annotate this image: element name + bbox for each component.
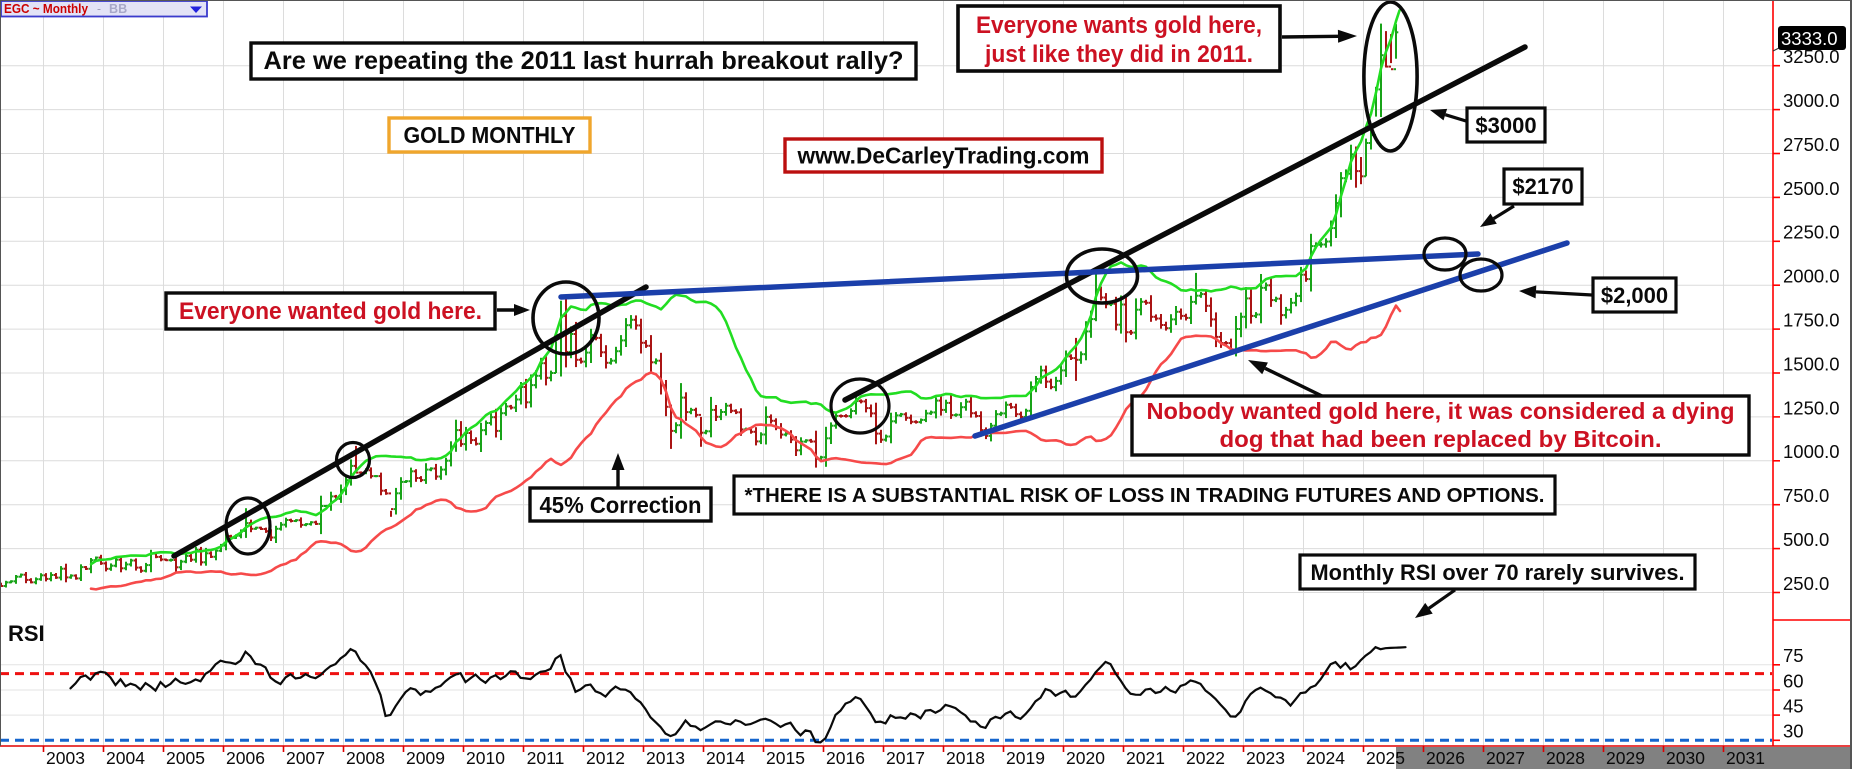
svg-text:2007: 2007	[286, 748, 325, 768]
svg-text:45: 45	[1783, 696, 1804, 717]
svg-text:2029: 2029	[1606, 748, 1645, 768]
svg-text:2003: 2003	[46, 748, 85, 768]
svg-text:1500.0: 1500.0	[1783, 353, 1840, 374]
svg-text:Everyone wants gold here,: Everyone wants gold here,	[976, 12, 1262, 39]
svg-text:www.DeCarleyTrading.com: www.DeCarleyTrading.com	[797, 143, 1090, 169]
svg-text:1750.0: 1750.0	[1783, 310, 1840, 331]
svg-text:2019: 2019	[1006, 748, 1045, 768]
svg-text:750.0: 750.0	[1783, 485, 1829, 506]
svg-text:2024: 2024	[1306, 748, 1345, 768]
svg-text:RSI: RSI	[8, 621, 45, 646]
svg-text:$3000: $3000	[1475, 113, 1536, 138]
svg-text:75: 75	[1783, 645, 1804, 666]
svg-text:2011: 2011	[527, 748, 565, 768]
svg-text:2500.0: 2500.0	[1783, 178, 1840, 199]
svg-text:2018: 2018	[946, 748, 985, 768]
svg-text:500.0: 500.0	[1783, 529, 1829, 550]
svg-text:dog that had been replaced by: dog that had been replaced by Bitcoin.	[1220, 426, 1662, 452]
svg-text:2017: 2017	[886, 748, 925, 768]
svg-text:EGC ~ Monthly: EGC ~ Monthly	[4, 2, 88, 16]
svg-text:2020: 2020	[1066, 748, 1105, 768]
svg-text:2015: 2015	[766, 748, 805, 768]
svg-text:*THERE IS A SUBSTANTIAL RISK O: *THERE IS A SUBSTANTIAL RISK OF LOSS IN …	[745, 485, 1545, 507]
svg-text:2000.0: 2000.0	[1783, 266, 1840, 287]
svg-text:$2,000: $2,000	[1601, 283, 1668, 308]
svg-text:2009: 2009	[406, 748, 445, 768]
svg-text:3333.0: 3333.0	[1781, 28, 1838, 49]
svg-text:Are we repeating the 2011 last: Are we repeating the 2011 last hurrah br…	[264, 47, 904, 75]
svg-text:2021: 2021	[1126, 748, 1165, 768]
svg-text:2004: 2004	[106, 748, 145, 768]
svg-text:2028: 2028	[1546, 748, 1585, 768]
svg-text:2014: 2014	[706, 748, 745, 768]
svg-text:3000.0: 3000.0	[1783, 90, 1840, 111]
svg-text:Monthly RSI over 70 rarely sur: Monthly RSI over 70 rarely survives.	[1311, 560, 1685, 585]
svg-text:1000.0: 1000.0	[1783, 441, 1840, 462]
svg-text:2012: 2012	[586, 748, 625, 768]
svg-text:60: 60	[1783, 670, 1804, 691]
svg-text:-: -	[97, 2, 101, 16]
svg-text:2022: 2022	[1186, 748, 1225, 768]
svg-text:1250.0: 1250.0	[1783, 397, 1840, 418]
svg-text:3250.0: 3250.0	[1783, 46, 1840, 67]
svg-text:30: 30	[1783, 721, 1804, 742]
svg-text:2030: 2030	[1666, 748, 1705, 768]
svg-text:just like they did in 2011.: just like they did in 2011.	[984, 41, 1253, 68]
svg-text:2013: 2013	[646, 748, 685, 768]
svg-text:2026: 2026	[1426, 748, 1465, 768]
svg-text:2025: 2025	[1366, 748, 1405, 768]
svg-text:Everyone wanted gold here.: Everyone wanted gold here.	[179, 298, 482, 325]
svg-text:2008: 2008	[346, 748, 385, 768]
svg-text:2005: 2005	[166, 748, 205, 768]
svg-text:GOLD MONTHLY: GOLD MONTHLY	[404, 122, 576, 148]
svg-text:2031: 2031	[1726, 748, 1765, 768]
svg-text:Nobody wanted gold here, it wa: Nobody wanted gold here, it was consider…	[1147, 398, 1735, 424]
svg-text:2010: 2010	[466, 748, 505, 768]
svg-text:2016: 2016	[826, 748, 865, 768]
svg-text:2006: 2006	[226, 748, 265, 768]
svg-text:2027: 2027	[1486, 748, 1525, 768]
svg-text:45% Correction: 45% Correction	[540, 492, 702, 518]
svg-text:250.0: 250.0	[1783, 573, 1829, 594]
svg-text:BB: BB	[109, 2, 127, 16]
svg-text:$2170: $2170	[1512, 174, 1573, 199]
svg-text:2750.0: 2750.0	[1783, 134, 1840, 155]
svg-text:2250.0: 2250.0	[1783, 222, 1840, 243]
svg-text:2023: 2023	[1246, 748, 1285, 768]
